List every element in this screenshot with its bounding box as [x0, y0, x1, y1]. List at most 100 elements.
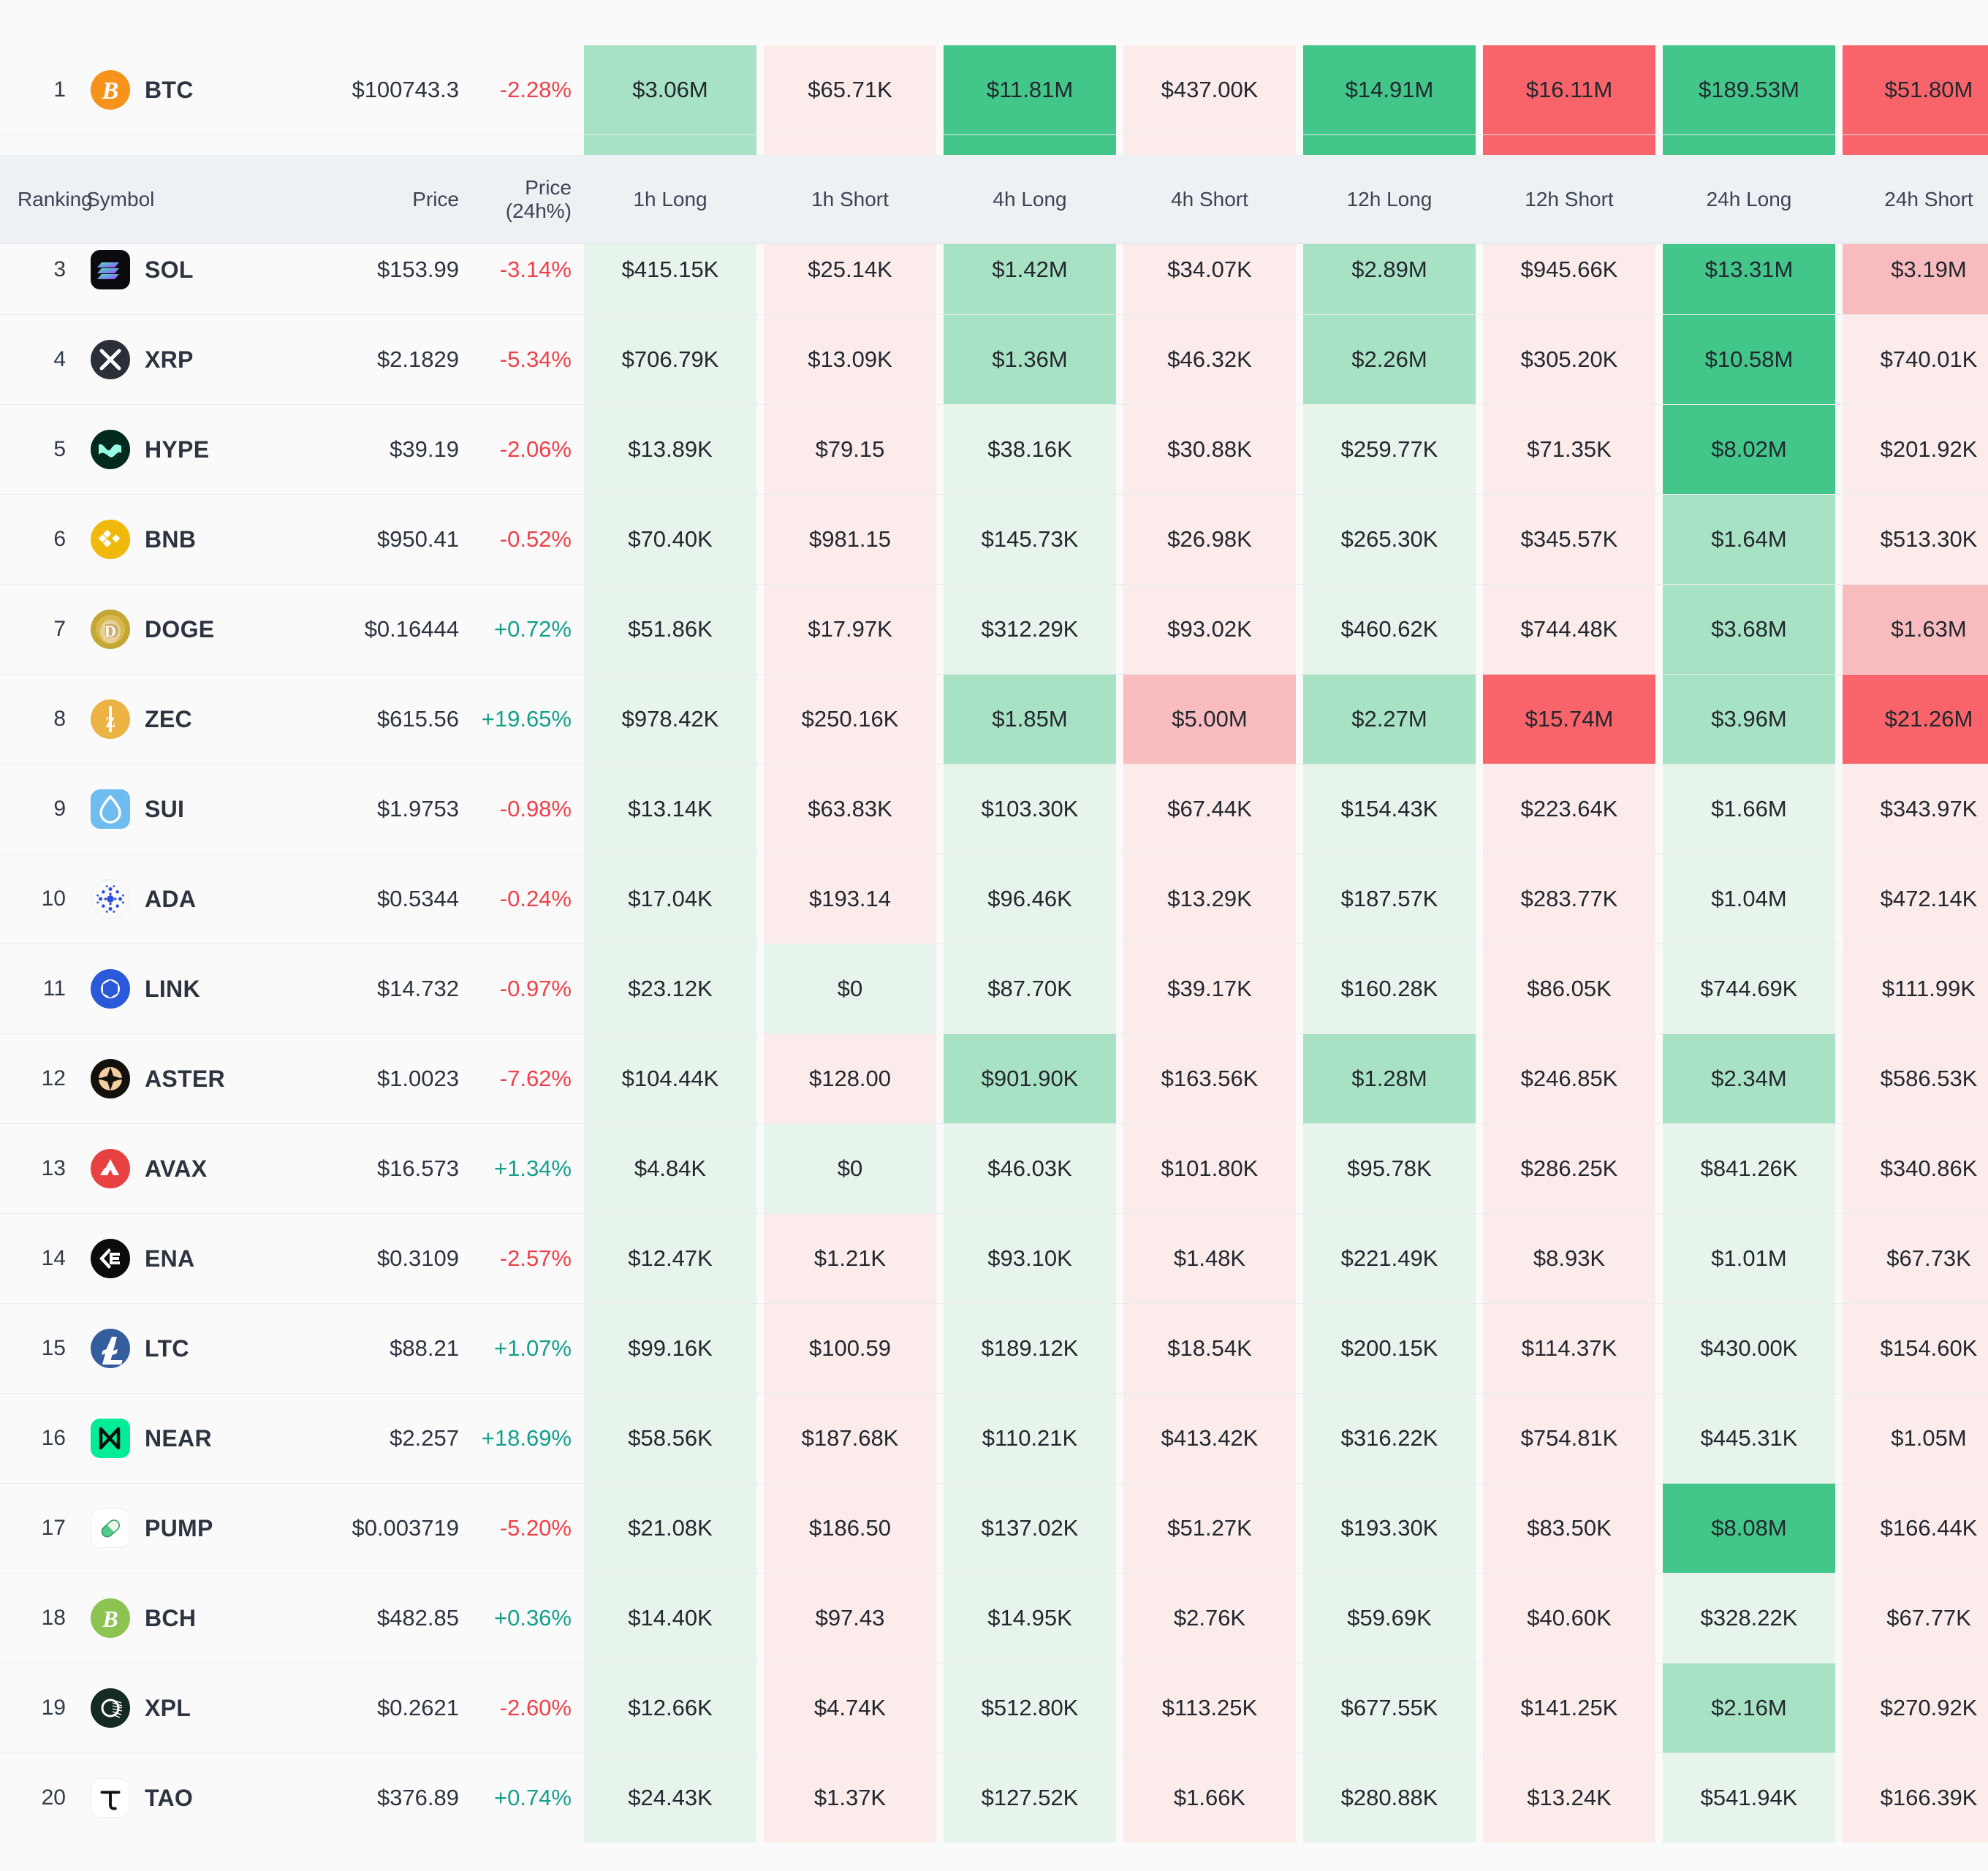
- cell-4h-long[interactable]: $312.29K: [940, 585, 1120, 675]
- cell-1h-short[interactable]: $0: [760, 1124, 940, 1214]
- cell-12h-short[interactable]: $223.64K: [1479, 764, 1659, 854]
- cell-symbol[interactable]: HYPE: [86, 405, 288, 495]
- cell-4h-short[interactable]: $46.32K: [1120, 315, 1300, 405]
- table-row[interactable]: 6 BNB $950.41 -0.52% $70.40K $981.15 $145.73K $…: [0, 494, 1988, 585]
- cell-1h-short[interactable]: $1.37K: [760, 1753, 940, 1842]
- table-row[interactable]: 12 ASTER $1.0023 -7.62% $104.44K $128.00 $901.…: [0, 1033, 1988, 1124]
- cell-24h-long[interactable]: $744.69K: [1659, 944, 1839, 1034]
- cell-12h-short[interactable]: $246.85K: [1479, 1034, 1659, 1124]
- cell-12h-long[interactable]: $259.77K: [1300, 405, 1479, 495]
- column-header-1h-short[interactable]: 1h Short: [811, 188, 889, 210]
- cell-4h-long[interactable]: $127.52K: [940, 1753, 1120, 1842]
- cell-24h-short[interactable]: $201.92K: [1839, 405, 1988, 495]
- cell-symbol[interactable]: z ZEC: [86, 675, 288, 764]
- cell-12h-long[interactable]: $265.30K: [1300, 495, 1479, 585]
- cell-symbol[interactable]: XRP: [86, 315, 288, 405]
- cell-24h-long[interactable]: $1.66M: [1659, 764, 1839, 854]
- table-row[interactable]: 7 D DOGE $0.16444 +0.72% $51.86K $17.97K $312.2…: [0, 584, 1988, 675]
- cell-1h-long[interactable]: $23.12K: [580, 944, 760, 1034]
- table-row[interactable]: 20 TAO $376.89 +0.74% $24.43K $1.37K $127.52K $…: [0, 1753, 1988, 1842]
- cell-4h-long[interactable]: $87.70K: [940, 944, 1120, 1034]
- cell-4h-short[interactable]: $2.76K: [1120, 1574, 1300, 1663]
- cell-24h-short[interactable]: $1.63M: [1839, 585, 1988, 675]
- cell-12h-short[interactable]: $15.74M: [1479, 675, 1659, 764]
- cell-1h-long[interactable]: $58.56K: [580, 1394, 760, 1484]
- cell-symbol[interactable]: SUI: [86, 764, 288, 854]
- cell-1h-long[interactable]: $104.44K: [580, 1034, 760, 1124]
- cell-24h-long[interactable]: $1.04M: [1659, 854, 1839, 944]
- column-header-ranking[interactable]: Ranking: [18, 188, 93, 210]
- column-header-4h-short[interactable]: 4h Short: [1171, 188, 1248, 210]
- cell-1h-long[interactable]: $12.66K: [580, 1663, 760, 1753]
- cell-12h-short[interactable]: $8.93K: [1479, 1214, 1659, 1304]
- column-header-1h-long[interactable]: 1h Long: [633, 188, 707, 210]
- cell-4h-short[interactable]: $113.25K: [1120, 1663, 1300, 1753]
- cell-1h-short[interactable]: $128.00: [760, 1034, 940, 1124]
- cell-1h-short[interactable]: $981.15: [760, 495, 940, 585]
- cell-12h-short[interactable]: $114.37K: [1479, 1304, 1659, 1394]
- cell-symbol[interactable]: NEAR: [86, 1394, 288, 1484]
- cell-24h-short[interactable]: $67.77K: [1839, 1574, 1988, 1663]
- cell-1h-long[interactable]: $99.16K: [580, 1304, 760, 1394]
- cell-12h-long[interactable]: $2.27M: [1300, 675, 1479, 764]
- cell-1h-short[interactable]: $186.50: [760, 1484, 940, 1574]
- cell-4h-short[interactable]: $5.00M: [1120, 675, 1300, 764]
- cell-24h-short[interactable]: $740.01K: [1839, 315, 1988, 405]
- cell-12h-long[interactable]: $200.15K: [1300, 1304, 1479, 1394]
- cell-1h-long[interactable]: $13.89K: [580, 405, 760, 495]
- cell-12h-long[interactable]: $1.28M: [1300, 1034, 1479, 1124]
- cell-24h-short[interactable]: $472.14K: [1839, 854, 1988, 944]
- cell-12h-long[interactable]: $2.26M: [1300, 315, 1479, 405]
- cell-24h-long[interactable]: $8.08M: [1659, 1484, 1839, 1574]
- table-row[interactable]: 4 XRP $2.1829 -5.34% $706.79K $13.09K $1.36M $4…: [0, 314, 1988, 405]
- cell-4h-short[interactable]: $26.98K: [1120, 495, 1300, 585]
- cell-1h-long[interactable]: $978.42K: [580, 675, 760, 764]
- cell-12h-short[interactable]: $13.24K: [1479, 1753, 1659, 1842]
- table-row[interactable]: 17 PUMP $0.003719 -5.20% $21.08K $186.50 $137.…: [0, 1483, 1988, 1574]
- cell-24h-long[interactable]: $189.53M: [1659, 45, 1839, 135]
- cell-24h-long[interactable]: $541.94K: [1659, 1753, 1839, 1842]
- cell-1h-long[interactable]: $14.40K: [580, 1574, 760, 1663]
- cell-4h-short[interactable]: $30.88K: [1120, 405, 1300, 495]
- cell-12h-long[interactable]: $154.43K: [1300, 764, 1479, 854]
- cell-4h-long[interactable]: $1.85M: [940, 675, 1120, 764]
- cell-12h-short[interactable]: $40.60K: [1479, 1574, 1659, 1663]
- cell-symbol[interactable]: PUMP: [86, 1484, 288, 1574]
- cell-4h-long[interactable]: $11.81M: [940, 45, 1120, 135]
- cell-1h-long[interactable]: $70.40K: [580, 495, 760, 585]
- cell-4h-long[interactable]: $512.80K: [940, 1663, 1120, 1753]
- table-row[interactable]: 18 B BCH $482.85 +0.36% $14.40K $97.43 $14.95K $…: [0, 1573, 1988, 1663]
- cell-1h-long[interactable]: $17.04K: [580, 854, 760, 944]
- cell-4h-short[interactable]: $1.66K: [1120, 1753, 1300, 1842]
- cell-4h-short[interactable]: $18.54K: [1120, 1304, 1300, 1394]
- cell-1h-long[interactable]: $24.43K: [580, 1753, 760, 1842]
- cell-12h-short[interactable]: $754.81K: [1479, 1394, 1659, 1484]
- cell-1h-short[interactable]: $0: [760, 944, 940, 1034]
- table-row[interactable]: 5 HYPE $39.19 -2.06% $13.89K $79.15 $38.16K $30…: [0, 404, 1988, 495]
- cell-24h-short[interactable]: $111.99K: [1839, 944, 1988, 1034]
- table-row[interactable]: 10 ADA $0.5344 -0.24% $17.04K $193.14 $96.46K $…: [0, 854, 1988, 944]
- cell-4h-short[interactable]: $101.80K: [1120, 1124, 1300, 1214]
- cell-symbol[interactable]: BNB: [86, 495, 288, 585]
- cell-symbol[interactable]: ADA: [86, 854, 288, 944]
- cell-12h-long[interactable]: $160.28K: [1300, 944, 1479, 1034]
- cell-12h-short[interactable]: $16.11M: [1479, 45, 1659, 135]
- cell-1h-long[interactable]: $12.47K: [580, 1214, 760, 1304]
- cell-12h-long[interactable]: $14.91M: [1300, 45, 1479, 135]
- table-row[interactable]: 16 NEAR $2.257 +18.69% $58.56K $187.68K $110.2…: [0, 1393, 1988, 1484]
- cell-24h-short[interactable]: $343.97K: [1839, 764, 1988, 854]
- cell-symbol[interactable]: ASTER: [86, 1034, 288, 1124]
- cell-1h-long[interactable]: $21.08K: [580, 1484, 760, 1574]
- cell-4h-short[interactable]: $1.48K: [1120, 1214, 1300, 1304]
- cell-4h-long[interactable]: $145.73K: [940, 495, 1120, 585]
- cell-24h-long[interactable]: $430.00K: [1659, 1304, 1839, 1394]
- column-header-symbol[interactable]: Symbol: [86, 188, 155, 210]
- table-row[interactable]: 1 B BTC $100743.3 -2.28% $3.06M $65.71K $11.81M…: [0, 45, 1988, 135]
- cell-24h-short[interactable]: $513.30K: [1839, 495, 1988, 585]
- cell-12h-long[interactable]: $221.49K: [1300, 1214, 1479, 1304]
- cell-1h-short[interactable]: $17.97K: [760, 585, 940, 675]
- cell-12h-short[interactable]: $286.25K: [1479, 1124, 1659, 1214]
- cell-24h-long[interactable]: $1.64M: [1659, 495, 1839, 585]
- cell-24h-short[interactable]: $340.86K: [1839, 1124, 1988, 1214]
- cell-1h-short[interactable]: $65.71K: [760, 45, 940, 135]
